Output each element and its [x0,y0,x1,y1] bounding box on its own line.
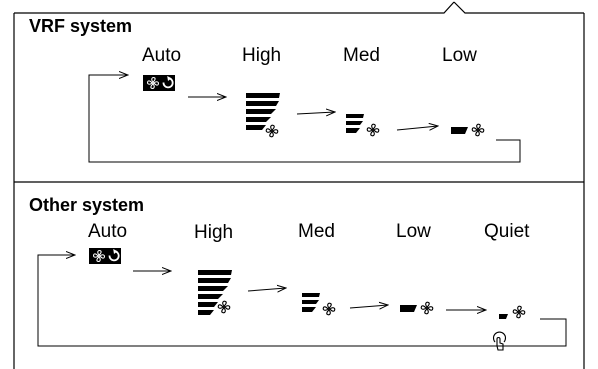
other-mode-high-label: High [194,222,234,243]
other-mode-med-label: Med [298,221,335,242]
other-mode-low-label: Low [396,221,431,242]
vrf-mode-high-label: High [242,45,282,66]
vrf-high-icon [246,93,280,138]
other-section-title: Other system [29,195,145,215]
other-auto-icon [89,248,121,264]
vrf-mode-auto-label: Auto [142,45,182,66]
other-low-icon [400,301,434,315]
hand-press-icon [492,331,507,351]
other-mode-quiet-label: Quiet [484,221,530,242]
other-flow-arrows [37,255,567,347]
other-med-icon [302,293,336,316]
vrf-low-icon [451,123,485,137]
other-quiet-icon [492,305,526,351]
vrf-flow-arrows [88,75,521,163]
vrf-mode-low-label: Low [442,45,477,66]
vrf-section-title: VRF system [29,16,133,36]
vrf-auto-icon [143,75,175,91]
vrf-mode-med-label: Med [343,45,380,66]
other-high-icon [198,270,232,315]
vrf-med-icon [346,114,380,137]
other-mode-auto-label: Auto [88,221,128,242]
frame [13,1,585,369]
